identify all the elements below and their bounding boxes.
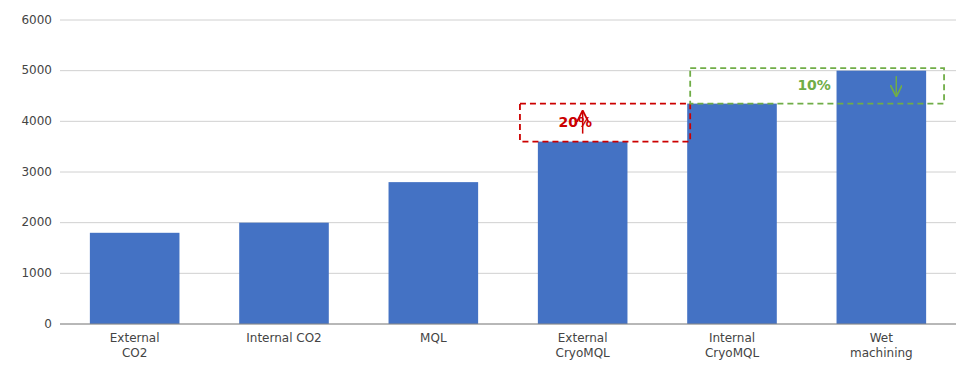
x-tick-label-line: External (558, 331, 608, 345)
x-tick-label-line: Internal (709, 331, 755, 345)
x-tick-label: ExternalCryoMQL (556, 331, 611, 360)
chart: 0100020003000400050006000ExternalCO2Inte… (0, 0, 980, 376)
grid-line (60, 273, 956, 274)
grid-line (60, 70, 956, 71)
grid-line (60, 324, 956, 325)
annotation-box (690, 68, 944, 103)
x-tick-label: InternalCryoMQL (705, 331, 760, 360)
y-axis: 0 1000 2000 3000 4000 5000 6000 (21, 13, 956, 331)
grid-line (60, 172, 956, 173)
annotation-arrow (896, 76, 898, 95)
bars (90, 71, 926, 324)
grid-line (60, 121, 956, 122)
x-tick-label-line: MQL (420, 331, 447, 345)
y-tick-label: 1000 (21, 266, 52, 280)
bar (239, 223, 329, 324)
x-tick-label-line: Wet (870, 331, 894, 345)
bar (389, 182, 479, 324)
grid-line (60, 20, 956, 21)
bar (90, 233, 180, 324)
x-tick-label: Wetmachining (850, 331, 913, 360)
y-tick-label: 4000 (21, 114, 52, 128)
x-tick-label-line: External (110, 331, 160, 345)
x-tick-label: ExternalCO2 (110, 331, 160, 360)
bar (837, 71, 927, 324)
y-tick-label: 2000 (21, 215, 52, 229)
x-tick-label-line: CryoMQL (705, 346, 760, 360)
annotation-text: 10% (797, 77, 831, 93)
y-tick-label: 5000 (21, 63, 52, 77)
annotation-text: 20% (558, 114, 592, 130)
x-tick-label: MQL (420, 331, 447, 345)
x-tick-label-line: CO2 (122, 346, 147, 360)
x-tick-label-line: CryoMQL (556, 346, 611, 360)
y-tick-label: 0 (44, 317, 52, 331)
x-tick-label-line: machining (850, 346, 913, 360)
y-tick-label: 3000 (21, 165, 52, 179)
x-tick-label: Internal CO2 (246, 331, 322, 345)
x-axis: ExternalCO2Internal CO2MQLExternalCryoMQ… (60, 324, 956, 360)
x-tick-label-line: Internal CO2 (246, 331, 322, 345)
annotation-box (520, 104, 690, 142)
bar (538, 142, 628, 324)
annotations: 20% 10% (520, 68, 944, 141)
grid-line (60, 222, 956, 223)
x-axis-line (60, 324, 956, 325)
y-tick-label: 6000 (21, 13, 52, 27)
bar (687, 104, 777, 324)
